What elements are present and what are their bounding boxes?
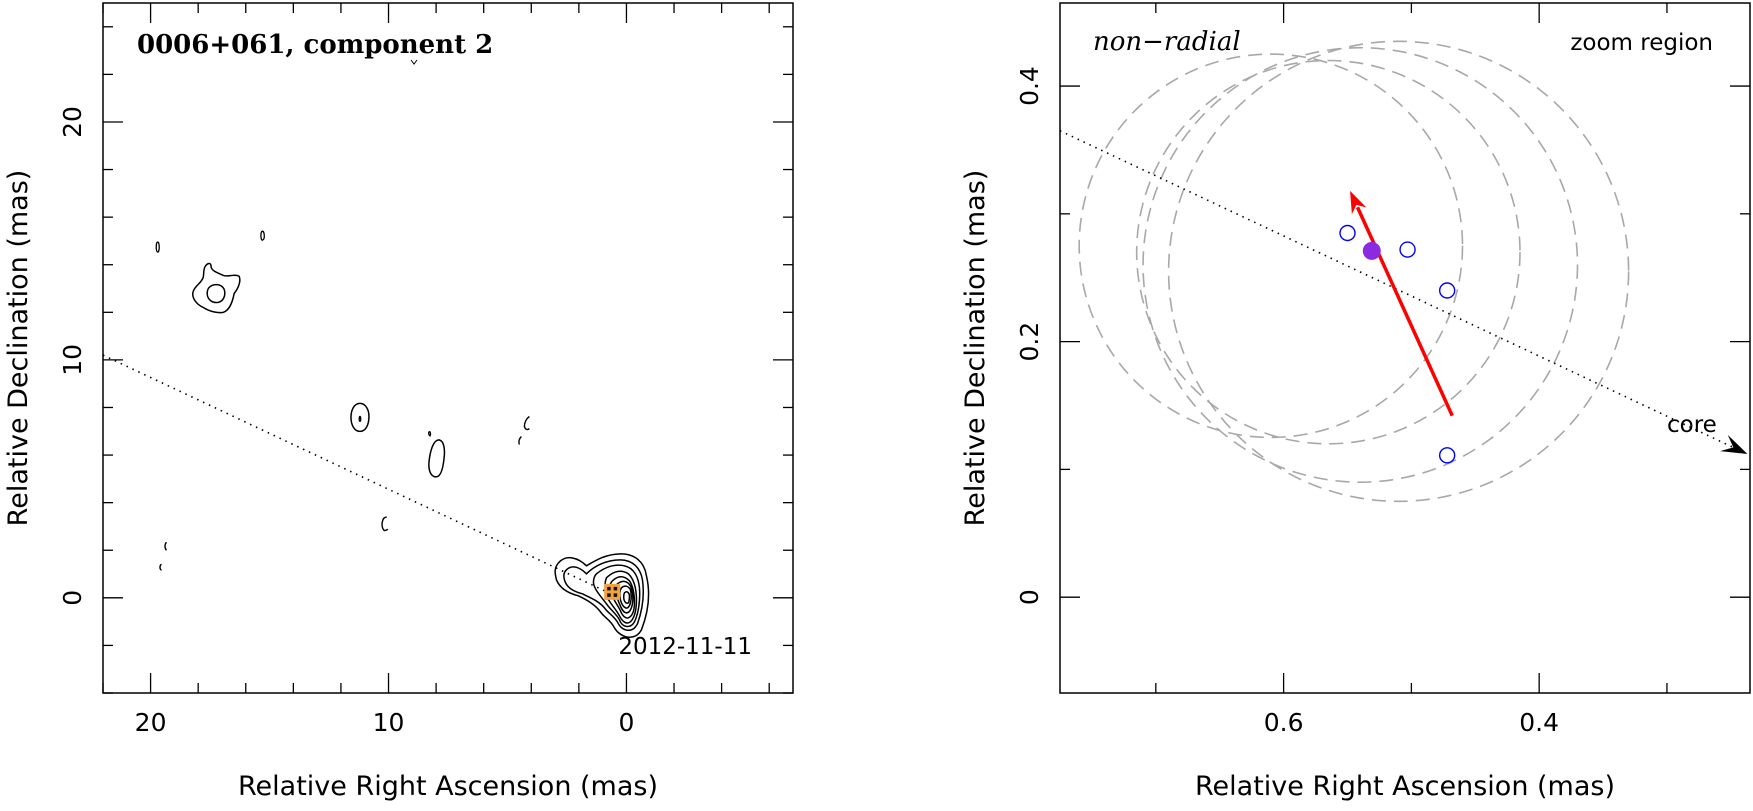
uncertainty-circle [1142,46,1579,483]
left-tick-labels: 20 10 0 0 10 20 [58,106,634,737]
left-panel: 20 10 0 0 10 20 [3,2,794,802]
core-arrowhead [1720,434,1748,455]
zoom-region-label: zoom region [1570,30,1713,56]
epoch-position-point [1438,447,1456,464]
right-y-axis-label: Relative Declination (mas) [960,170,991,527]
epoch-position-point [1399,241,1416,258]
left-x-axis-label: Relative Right Ascension (mas) [238,771,658,802]
direction-dotted-line [103,354,615,597]
motion-vector [1355,206,1454,417]
uncertainty-circles [1078,40,1630,503]
left-x-tick-label: 0 [618,708,634,737]
contour-knot-e [381,516,389,532]
left-y-tick-label: 10 [58,344,87,376]
stray-mark [410,59,418,65]
epoch-position-point [1339,224,1356,242]
epoch-position-point [1438,282,1456,299]
uncertainty-circle [1078,53,1464,439]
uncertainty-circle [1167,40,1630,503]
right-tick-labels: 0.6 0.4 0 0.2 0.4 [1015,66,1559,737]
left-plot-frame [102,2,794,694]
contour-tiny-n [260,230,265,241]
right-panel: 0.6 0.4 0 0.2 0.4 non−radial zoom region cor… [960,2,1751,802]
core-direction-line [1060,130,1748,455]
right-y-tick-label: 0.4 [1015,66,1044,106]
right-y-tick-label: 0.2 [1015,322,1044,362]
right-x-tick-label: 0.6 [1264,708,1304,737]
left-x-tick-label: 20 [135,708,167,737]
mean-position-point [1362,241,1381,260]
left-x-tick-label: 10 [373,708,405,737]
core-label: core [1667,412,1717,438]
left-y-axis-label: Relative Declination (mas) [3,170,34,527]
component-marker [604,583,621,600]
right-x-axis-label: Relative Right Ascension (mas) [1195,771,1615,802]
contour-knot-a [350,402,370,433]
contour-knot-d [159,541,168,571]
contour-knot-b [428,430,446,478]
epoch-label: 2012-11-11 [618,634,752,660]
contour-tiny-nw [155,241,160,253]
motion-vector-arrowhead [1350,190,1367,215]
left-y-tick-label: 20 [58,106,87,138]
contour-northern-blob [192,262,241,314]
contour-knot-c [518,415,530,445]
right-panel-title: non−radial [1093,27,1241,57]
right-y-tick-label: 0 [1015,589,1044,605]
right-x-tick-label: 0.4 [1519,708,1559,737]
core-contours [554,553,650,638]
left-panel-title: 0006+061, component 2 [137,30,493,60]
left-ticks [102,3,793,694]
epoch-points [1339,224,1456,464]
left-y-tick-label: 0 [58,590,87,606]
right-ticks [1060,3,1750,693]
right-plot-frame [1059,2,1751,694]
uncertainty-circle [1135,59,1521,445]
